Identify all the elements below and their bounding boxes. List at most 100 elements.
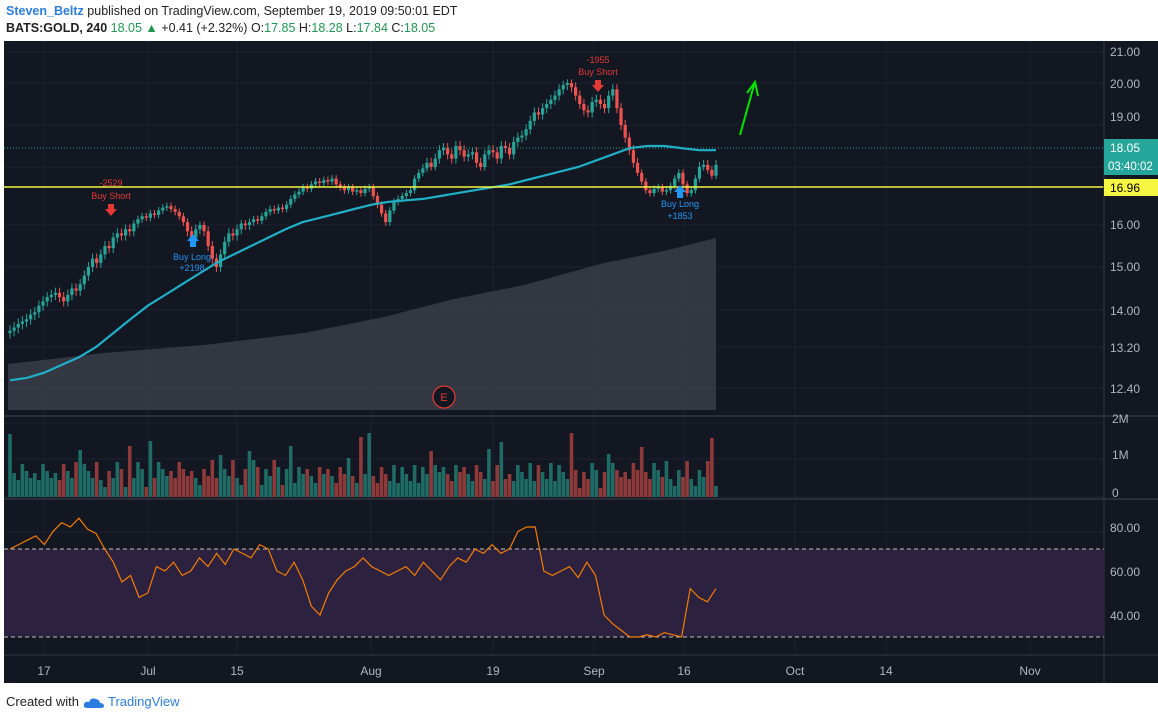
candle-body bbox=[334, 178, 338, 185]
volume-bar bbox=[598, 488, 603, 497]
close-label: C: bbox=[391, 21, 404, 35]
candle-body bbox=[602, 104, 607, 109]
volume-bar bbox=[482, 479, 487, 497]
candle-body bbox=[631, 150, 636, 163]
candle-body bbox=[528, 120, 532, 130]
volume-bar bbox=[342, 474, 347, 497]
volume-bar bbox=[491, 481, 495, 497]
author-link[interactable]: Steven_Beltz bbox=[6, 4, 84, 18]
candle-body bbox=[499, 146, 503, 159]
volume-tick: 2M bbox=[1112, 412, 1129, 426]
volume-bar bbox=[627, 479, 632, 497]
volume-bar bbox=[280, 485, 285, 497]
volume-bar bbox=[86, 471, 91, 497]
volume-bar bbox=[520, 472, 524, 497]
chart-area[interactable]: -2529 Buy Short Buy Long +2198 -1955 Buy… bbox=[4, 41, 1158, 683]
time-tick: 15 bbox=[230, 664, 244, 678]
volume-bar bbox=[301, 474, 305, 497]
candle-body bbox=[545, 104, 549, 109]
candle-body bbox=[305, 187, 309, 189]
tradingview-brand[interactable]: TradingView bbox=[108, 694, 180, 709]
candle-body bbox=[656, 187, 660, 189]
candle-body bbox=[611, 89, 615, 96]
volume-bar bbox=[272, 460, 277, 497]
high-value: 18.28 bbox=[311, 21, 343, 35]
candle-body bbox=[561, 85, 565, 90]
candle-body bbox=[49, 294, 53, 298]
candle-body bbox=[582, 104, 586, 111]
volume-bar bbox=[160, 469, 165, 497]
candle-body bbox=[198, 225, 202, 230]
candle-body bbox=[569, 83, 574, 88]
volume-bar bbox=[392, 465, 396, 497]
candle-body bbox=[342, 187, 347, 191]
candle-body bbox=[272, 209, 276, 211]
volume-bar bbox=[685, 461, 689, 497]
volume-bar bbox=[644, 472, 648, 497]
candle-body bbox=[532, 112, 536, 121]
candle-body bbox=[594, 99, 598, 102]
volume-bar bbox=[404, 474, 409, 497]
candle-body bbox=[256, 219, 260, 221]
volume-bar bbox=[639, 447, 644, 497]
volume-bar bbox=[606, 454, 611, 497]
change-arrow-icon: ▲ bbox=[145, 21, 158, 35]
candle-body bbox=[413, 178, 417, 191]
candle-body bbox=[86, 267, 91, 276]
volume-bar bbox=[297, 467, 301, 497]
volume-bar bbox=[466, 474, 471, 497]
volume-axis[interactable]: 2M 1M 0 bbox=[1112, 412, 1129, 500]
candle-body bbox=[45, 297, 49, 302]
candle-body bbox=[516, 137, 520, 142]
volume-bar bbox=[222, 469, 227, 497]
volume-bar bbox=[111, 478, 116, 497]
candle-body bbox=[693, 178, 697, 191]
candle-body bbox=[322, 180, 326, 183]
volume-bar bbox=[193, 478, 198, 497]
candle-body bbox=[586, 110, 590, 113]
candle-body bbox=[268, 209, 272, 212]
chart-svg[interactable]: -2529 Buy Short Buy Long +2198 -1955 Buy… bbox=[4, 41, 1158, 683]
low-value: 17.84 bbox=[356, 21, 388, 35]
candle-body bbox=[239, 223, 243, 230]
volume-bar bbox=[99, 480, 103, 497]
candle-body bbox=[689, 190, 693, 194]
moving-average-line bbox=[9, 144, 716, 382]
volume-bar bbox=[371, 476, 376, 497]
candle-body bbox=[635, 162, 640, 173]
candle-body bbox=[503, 146, 508, 149]
volume-bar bbox=[445, 474, 450, 497]
candle-body bbox=[24, 319, 29, 322]
time-tick: 14 bbox=[879, 664, 893, 678]
candle-body bbox=[408, 190, 413, 194]
candle-body bbox=[128, 229, 132, 232]
volume-bar bbox=[577, 488, 582, 497]
volume-bar bbox=[334, 483, 338, 497]
candle-body bbox=[677, 172, 681, 179]
candle-body bbox=[404, 193, 408, 196]
volume-bar bbox=[218, 455, 223, 497]
price-axis[interactable]: 21.00 20.00 19.00 16.00 15.00 14.00 13.2… bbox=[1110, 45, 1140, 396]
volume-bar bbox=[239, 485, 244, 497]
earnings-marker[interactable]: E bbox=[432, 385, 456, 409]
volume-bar bbox=[375, 483, 380, 497]
volume-bar bbox=[82, 464, 87, 497]
countdown-label: 03:40:02 bbox=[1108, 161, 1153, 173]
signal-short-2-value: -1955 bbox=[586, 55, 609, 65]
volume-bar bbox=[359, 437, 363, 497]
time-tick: Jul bbox=[140, 664, 155, 678]
rsi-axis[interactable]: 80.00 60.00 40.00 bbox=[1110, 521, 1140, 623]
candle-body bbox=[152, 213, 157, 215]
candle-body bbox=[346, 187, 351, 191]
candle-body bbox=[181, 216, 186, 223]
candle-body bbox=[82, 275, 86, 285]
volume-bar bbox=[169, 471, 173, 497]
time-axis[interactable]: 17 Jul 15 Aug 19 Sep 16 Oct 14 Nov bbox=[37, 664, 1040, 678]
volume-bar bbox=[412, 465, 417, 497]
candle-body bbox=[223, 241, 227, 255]
candle-body bbox=[706, 164, 710, 170]
candle-body bbox=[371, 187, 375, 196]
volume-bar bbox=[152, 478, 157, 497]
candle-body bbox=[479, 162, 483, 167]
volume-bar bbox=[429, 451, 433, 497]
